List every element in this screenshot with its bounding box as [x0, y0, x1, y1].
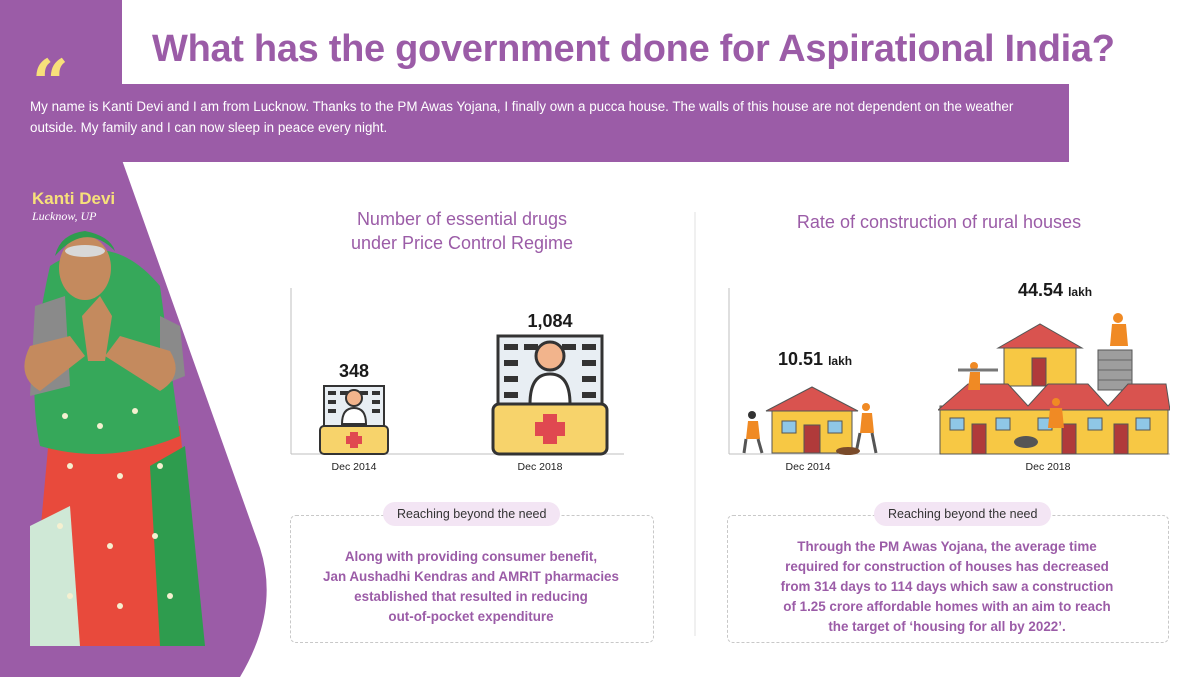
- housing-panel-title: Rate of construction of rural houses: [796, 212, 1082, 232]
- housing-label-2018: Dec 2018: [1025, 461, 1071, 473]
- medicine-kit-icon: [319, 385, 389, 455]
- housing-note-line: of 1.25 crore affordable homes with an a…: [783, 599, 1111, 614]
- housing-value-2018-number: 44.54: [1018, 280, 1064, 300]
- housing-note-line: Through the PM Awas Yojana, the average …: [797, 539, 1097, 554]
- drugs-label-2018: Dec 2018: [517, 461, 563, 473]
- drugs-note: Along with providing consumer benefit, J…: [290, 547, 652, 627]
- housing-note: Through the PM Awas Yojana, the average …: [727, 537, 1167, 637]
- woman-illustration: [24, 231, 205, 646]
- person-location: Lucknow, UP: [32, 209, 97, 223]
- person-name: Kanti Devi: [32, 189, 116, 208]
- housing-value-2014: 10.51 lakh: [778, 349, 852, 370]
- drugs-note-line: Jan Aushadhi Kendras and AMRIT pharmacie…: [323, 569, 619, 584]
- housing-pill: Reaching beyond the need: [874, 502, 1052, 526]
- house-construction-icon: [938, 313, 1170, 455]
- drugs-panel-title: Number of essential drugs under Price Co…: [292, 207, 632, 255]
- drugs-note-line: Along with providing consumer benefit,: [344, 549, 598, 564]
- drugs-label-2014: Dec 2014: [331, 461, 377, 473]
- drugs-title-line1: Number of essential drugs: [356, 209, 568, 229]
- housing-value-2018: 44.54 lakh: [1018, 280, 1092, 301]
- housing-note-line: required for construction of houses has …: [785, 559, 1109, 574]
- drugs-value-2018: 1,084: [527, 311, 573, 331]
- quote-icon: “: [32, 46, 69, 121]
- housing-note-line: the target of ‘housing for all by 2022’.: [828, 619, 1066, 634]
- drugs-value-2014: 348: [338, 361, 370, 381]
- drugs-note-line: out-of-pocket expenditure: [388, 609, 554, 624]
- housing-note-line: from 314 days to 114 days which saw a co…: [780, 579, 1114, 594]
- house-construction-icon: [742, 386, 878, 455]
- drugs-title-line2: under Price Control Regime: [350, 233, 574, 253]
- page-title: What has the government done for Aspirat…: [152, 28, 1115, 70]
- drugs-note-line: established that resulted in reducing: [354, 589, 588, 604]
- housing-label-2014: Dec 2014: [785, 461, 831, 473]
- testimonial-quote: My name is Kanti Devi and I am from Luck…: [30, 99, 1014, 135]
- housing-value-2018-unit: lakh: [1068, 285, 1093, 299]
- drugs-pill: Reaching beyond the need: [383, 502, 561, 526]
- housing-value-2014-unit: lakh: [828, 354, 853, 368]
- housing-value-2014-number: 10.51: [778, 349, 824, 369]
- medicine-kit-icon: [491, 334, 609, 456]
